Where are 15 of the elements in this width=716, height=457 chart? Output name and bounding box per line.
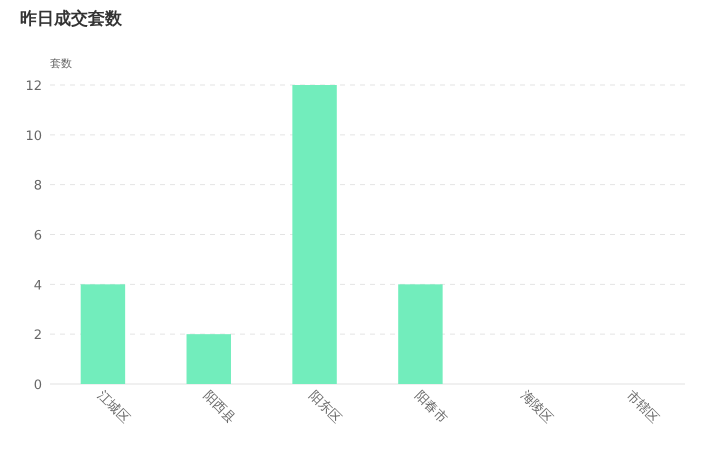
xtick: 阳春市: [412, 388, 450, 426]
ytick: 4: [34, 278, 42, 294]
ytick: 10: [25, 128, 42, 144]
ytick: 0: [34, 378, 42, 393]
title: 昨日成交套数: [20, 9, 122, 29]
ytick: 8: [34, 178, 42, 194]
xtick: 江城区: [94, 388, 132, 426]
ytick: 6: [34, 228, 42, 244]
ytick: 12: [25, 79, 42, 94]
xtick: 阳西县: [200, 388, 238, 426]
ylabel: 套数: [50, 57, 72, 70]
xtick: 市辖区: [623, 388, 662, 426]
xtick: 阳东区: [306, 388, 344, 426]
xtick: 海陵区: [517, 388, 556, 426]
ytick: 2: [34, 328, 42, 344]
